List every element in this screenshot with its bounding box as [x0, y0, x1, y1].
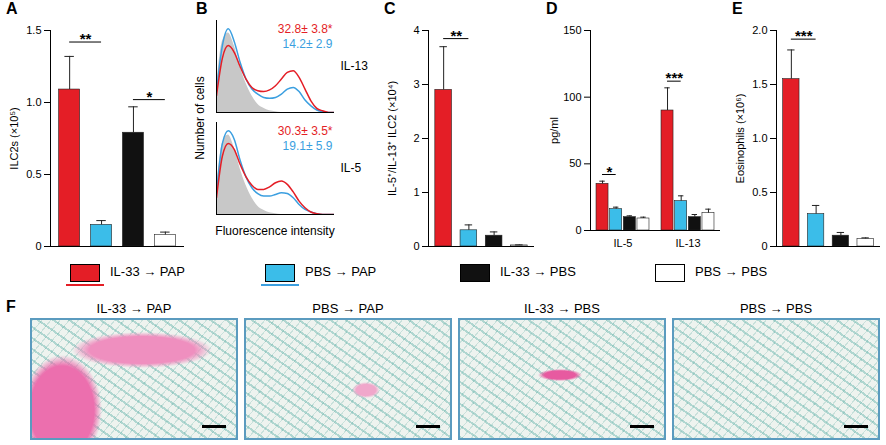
- svg-text:IL-5⁺/IL-13⁺ ILC2 (×10⁴): IL-5⁺/IL-13⁺ ILC2 (×10⁴): [386, 81, 398, 196]
- html-text:B: B: [196, 0, 208, 17]
- svg-text:Eosinophils (×10⁶): Eosinophils (×10⁶): [734, 94, 746, 184]
- html-text:Fluorescence intensity: Fluorescence intensity: [215, 224, 335, 238]
- svg-text:**: **: [450, 27, 462, 44]
- html-text:IL-33 → PBS: IL-33 → PBS: [524, 301, 600, 316]
- html-text:E: E: [732, 0, 743, 17]
- html-text:IL-33 → PAP: IL-33 → PAP: [110, 264, 185, 279]
- svg-text:19.1± 5.9: 19.1± 5.9: [283, 139, 333, 153]
- svg-text:0: 0: [413, 240, 419, 252]
- svg-text:*: *: [146, 88, 152, 105]
- svg-text:1.5: 1.5: [26, 24, 41, 36]
- svg-text:14.2± 2.9: 14.2± 2.9: [283, 37, 333, 51]
- svg-text:1.0: 1.0: [26, 96, 41, 108]
- svg-text:3: 3: [413, 78, 419, 90]
- svg-text:IL-13: IL-13: [341, 59, 369, 73]
- html-text:C: C: [384, 0, 396, 17]
- html-text:Number of cells: Number of cells: [193, 76, 207, 160]
- svg-text:30.3± 3.5*: 30.3± 3.5*: [278, 124, 333, 138]
- svg-text:1: 1: [413, 186, 419, 198]
- html-text:PBS → PBS: PBS → PBS: [739, 301, 813, 316]
- html-text:PBS → PAP: PBS → PAP: [305, 264, 377, 279]
- svg-text:0.5: 0.5: [752, 186, 767, 198]
- svg-text:0: 0: [35, 240, 41, 252]
- svg-text:0: 0: [575, 224, 581, 236]
- svg-text:0: 0: [761, 240, 767, 252]
- html-text:F: F: [6, 298, 16, 315]
- html-text:IL-33 → PBS: IL-33 → PBS: [500, 264, 576, 279]
- svg-text:2: 2: [413, 132, 419, 144]
- svg-text:*: *: [606, 163, 612, 180]
- html-text:PBS → PAP: PBS → PAP: [312, 301, 384, 316]
- svg-text:50: 50: [569, 157, 581, 169]
- svg-text:32.8± 3.8*: 32.8± 3.8*: [278, 22, 333, 36]
- svg-text:150: 150: [563, 24, 581, 36]
- html-text:A: A: [6, 0, 18, 17]
- html-text:PBS → PBS: PBS → PBS: [695, 264, 768, 279]
- svg-text:IL-13: IL-13: [675, 237, 700, 249]
- html-text:IL-33 → PAP: IL-33 → PAP: [96, 301, 172, 316]
- svg-text:**: **: [80, 30, 92, 47]
- svg-text:0.5: 0.5: [26, 168, 41, 180]
- svg-text:4: 4: [413, 24, 419, 36]
- svg-text:IL-5: IL-5: [341, 161, 362, 175]
- svg-text:IL-5: IL-5: [614, 237, 633, 249]
- svg-text:1.5: 1.5: [752, 78, 767, 90]
- svg-text:1.0: 1.0: [752, 132, 767, 144]
- html-text:D: D: [546, 0, 558, 17]
- svg-text:***: ***: [795, 27, 813, 44]
- svg-text:ILC2s (×10⁵): ILC2s (×10⁵): [8, 107, 20, 169]
- svg-text:2.0: 2.0: [752, 24, 767, 36]
- svg-text:100: 100: [563, 91, 581, 103]
- svg-text:pg/ml: pg/ml: [548, 117, 560, 144]
- svg-text:***: ***: [666, 69, 684, 86]
